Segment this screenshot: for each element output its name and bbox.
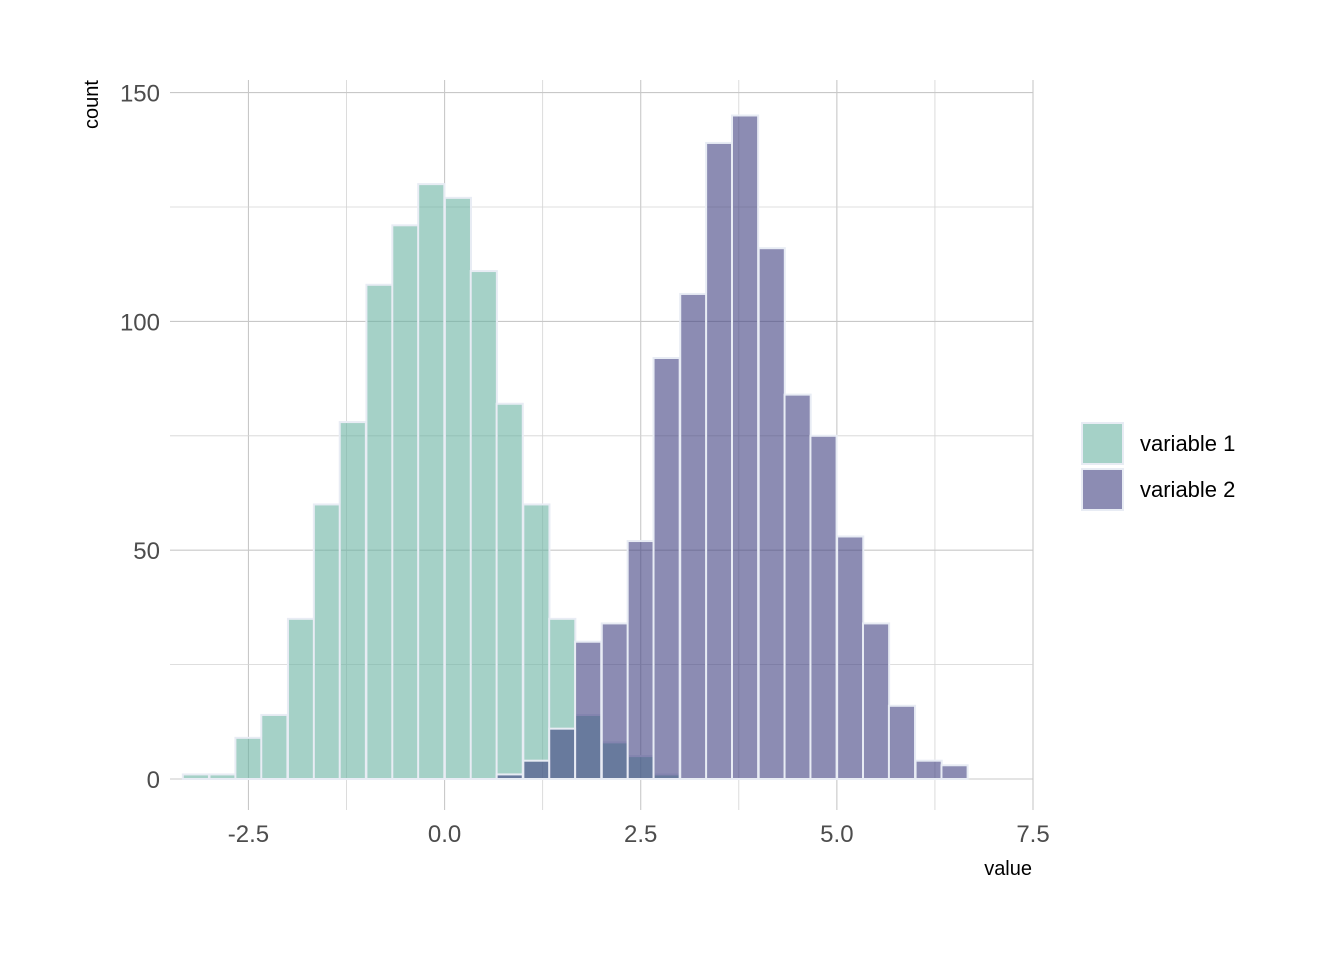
legend-key-series-2	[1081, 468, 1124, 511]
x-tick-label: -2.5	[228, 821, 269, 848]
histogram-bar-series-1	[208, 773, 237, 781]
histogram-bar-series-1	[365, 283, 394, 780]
histogram-bar-series-2	[862, 622, 891, 781]
histogram-bar-series-2	[731, 114, 760, 781]
histogram-bar-series-1	[260, 713, 289, 780]
x-tick-label: 5.0	[820, 821, 853, 848]
histogram-bar-series-1	[338, 421, 367, 780]
histogram-bar-series-1	[443, 196, 472, 780]
histogram-bar-series-2	[783, 393, 812, 780]
histogram-bar-series-1	[391, 224, 420, 780]
y-axis-title: count	[81, 80, 103, 129]
legend-label-series-2: variable 2	[1140, 477, 1235, 502]
histogram-bar-series-2	[548, 727, 577, 780]
histogram-bar-series-1	[469, 270, 498, 780]
histogram-bar-series-1	[495, 402, 524, 780]
histogram-bar-series-2	[679, 292, 708, 780]
histogram-bar-series-2	[757, 247, 786, 780]
histogram-bar-series-2	[940, 764, 969, 780]
histogram-bar-series-1	[312, 503, 341, 780]
x-tick-label: 2.5	[624, 821, 657, 848]
legend-key-series-1	[1081, 422, 1124, 465]
histogram-bar-series-2	[914, 759, 943, 780]
histogram-bar-series-2	[600, 622, 629, 781]
histogram-bar-series-2	[809, 434, 838, 780]
histogram-bar-series-1	[286, 617, 316, 781]
histogram-bar-series-2	[705, 141, 734, 781]
x-tick-label: 7.5	[1016, 821, 1049, 848]
y-tick-label: 100	[120, 309, 160, 336]
legend: variable 1 variable 2	[1081, 422, 1235, 511]
histogram-bar-series-2	[836, 535, 865, 780]
histogram-bar-series-1	[234, 736, 263, 780]
histogram-bar-series-1	[417, 183, 446, 780]
y-tick-label: 0	[147, 767, 160, 794]
histogram-bar-series-2	[574, 640, 603, 780]
histogram-bar-series-2	[522, 759, 551, 780]
histogram-bar-series-2	[887, 704, 917, 780]
y-tick-label: 150	[120, 81, 160, 108]
histogram-bar-series-1	[522, 503, 551, 780]
y-tick-label: 50	[133, 538, 160, 565]
histogram-bar-series-1	[181, 773, 210, 781]
histogram-bar-series-2	[652, 357, 681, 780]
legend-label-series-1: variable 1	[1140, 431, 1235, 456]
histogram-bar-series-2	[626, 540, 655, 780]
histogram-bar-series-2	[495, 773, 524, 781]
x-axis-ticks: -2.5 0.0 2.5 5.0 7.5	[228, 821, 1050, 848]
x-axis-title: value	[984, 858, 1032, 880]
histogram-bars	[181, 114, 969, 781]
y-axis-ticks: 0 50 100 150	[120, 81, 160, 794]
x-tick-label: 0.0	[428, 821, 461, 848]
